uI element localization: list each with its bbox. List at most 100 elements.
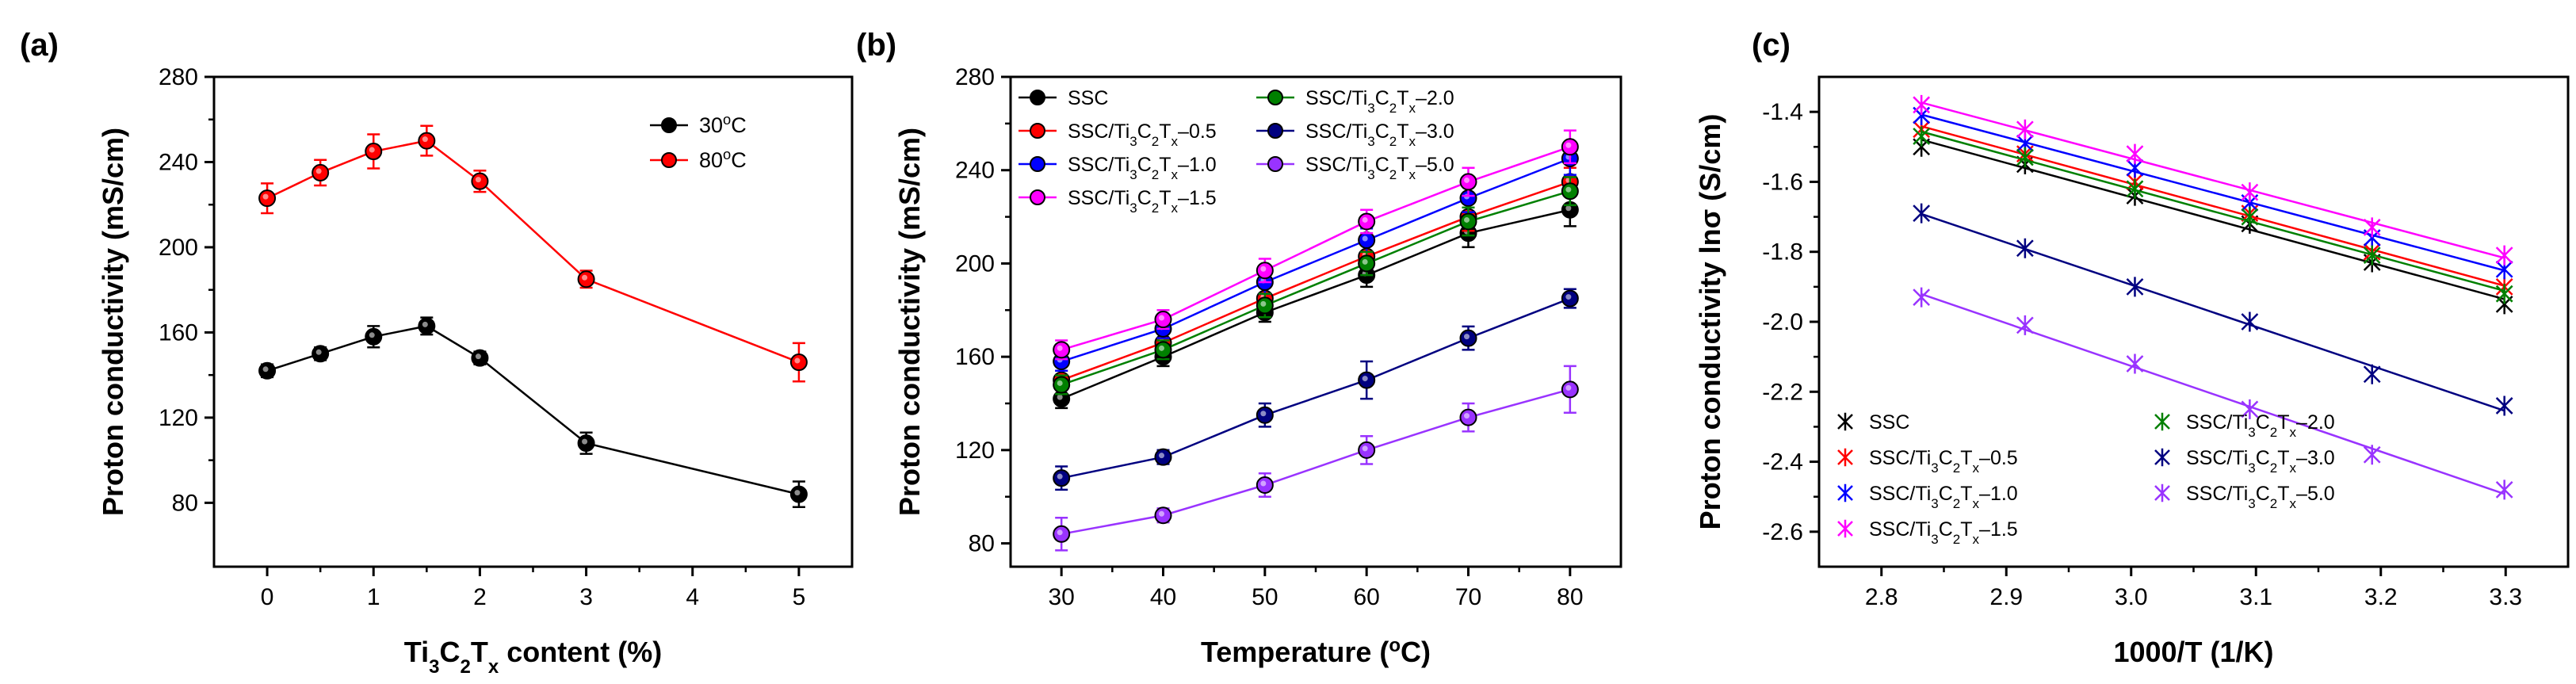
fit-line (1921, 130, 2505, 292)
data-point (2016, 119, 2034, 139)
legend-marker (1030, 90, 1045, 105)
panel-label: (b) (856, 28, 896, 63)
legend-marker (1030, 123, 1045, 139)
marker-highlight (1159, 345, 1164, 351)
plot-frame (212, 75, 854, 568)
data-point (1913, 94, 1931, 115)
series-ssc-ti3c2tx-5-0 (1053, 365, 1579, 552)
legend-label: SSC/Ti3C2Tx–5.0 (1305, 154, 1454, 182)
panel-label: (c) (1752, 28, 1791, 63)
legend-label: SSC/Ti3C2Tx–3.0 (2186, 447, 2335, 476)
x-tick-label: 4 (686, 584, 699, 610)
y-tick-label: -1.8 (1762, 239, 1803, 266)
legend-label: SSC/Ti3C2Tx–0.5 (1068, 120, 1217, 149)
marker-highlight (1159, 315, 1164, 321)
y-tick-label: -2.2 (1762, 379, 1803, 405)
marker-highlight (1464, 334, 1470, 340)
legend-label: 30oC (699, 111, 747, 138)
x-axis-title: 1000/T (1/K) (2113, 636, 2273, 668)
legend-label: SSC/Ti3C2Tx–2.0 (1305, 87, 1454, 116)
legend-label: SSC/Ti3C2Tx–0.5 (1869, 447, 2018, 476)
legend-label: SSC (1869, 411, 1909, 434)
y-axis-title: Proton conductivity (mS/cm) (893, 128, 926, 516)
marker-highlight (1565, 186, 1572, 193)
y-tick-label: -1.6 (1762, 169, 1803, 195)
marker-highlight (1565, 205, 1572, 212)
series-ssc-ti3c2tx-3-0 (1053, 288, 1579, 491)
legend-label: SSC/Ti3C2Tx–1.0 (1068, 154, 1217, 182)
legend-item: 80oC (650, 146, 747, 173)
series-ssc-ti3c2tx-1-0 (1913, 105, 2513, 280)
data-point (2126, 277, 2144, 297)
series-ssc (1913, 136, 2513, 315)
legend-marker (1030, 189, 1045, 205)
marker-highlight (1260, 480, 1267, 487)
y-tick-label: 240 (955, 158, 995, 184)
legend-marker (1267, 90, 1283, 105)
data-point (2495, 395, 2513, 416)
series-80-c (258, 124, 808, 383)
data-point (2363, 445, 2381, 465)
data-point (2241, 311, 2259, 332)
data-point (2241, 207, 2259, 227)
series-ssc-ti3c2tx-2-0 (1913, 126, 2513, 304)
data-point (2495, 245, 2513, 266)
legend-item: SSC/Ti3C2Tx–1.0 (1837, 483, 2018, 511)
y-tick-label: -2.6 (1762, 519, 1803, 545)
legend: 30oC 80oC (650, 111, 747, 173)
marker-highlight (1362, 235, 1368, 242)
plot-frame (1009, 75, 1622, 568)
legend-marker (2154, 483, 2170, 502)
legend-item: SSC (1837, 411, 1909, 434)
data-point (2016, 238, 2034, 258)
x-tick-label: 3 (579, 584, 593, 610)
legend-marker (1837, 448, 1853, 467)
data-point (2241, 399, 2259, 419)
series-line (1061, 190, 1571, 386)
marker-highlight (1159, 453, 1164, 459)
marker-highlight (1260, 411, 1267, 417)
legend-marker (661, 152, 677, 168)
data-point (2495, 284, 2513, 304)
marker-highlight (1057, 473, 1063, 480)
legend-marker (2154, 412, 2170, 431)
legend-marker (661, 117, 677, 133)
marker-highlight (1565, 142, 1572, 148)
fit-line (1921, 101, 2505, 259)
data-point (2495, 480, 2513, 500)
series-line (1061, 181, 1571, 381)
legend-item: SSC/Ti3C2Tx–2.0 (2154, 411, 2335, 440)
marker-highlight (315, 349, 322, 355)
marker-highlight (1159, 510, 1164, 517)
x-tick-label: 70 (1455, 584, 1481, 610)
legend-item: SSC/Ti3C2Tx–1.5 (1837, 518, 2018, 547)
marker-highlight (422, 136, 428, 143)
fit-line (1921, 125, 2505, 287)
chart-panel-1: (a) 0 1 2 3 4 5 80 120 160 200 240 280 Ti3C2Tx conten… (20, 28, 854, 678)
marker-highlight (1464, 177, 1470, 183)
data-point (2241, 182, 2259, 203)
fit-line (1921, 113, 2505, 272)
x-tick-label: 50 (1252, 584, 1278, 610)
x-tick-label: 3.3 (2489, 584, 2522, 610)
x-tick-label: 5 (793, 584, 806, 610)
y-tick-label: 120 (955, 438, 995, 464)
marker-highlight (475, 353, 481, 360)
x-tick-label: 2 (473, 584, 487, 610)
marker-highlight (582, 274, 588, 281)
panel-label: (a) (20, 28, 59, 63)
series-line (1061, 146, 1571, 351)
y-tick-label: 240 (159, 149, 198, 175)
chart-panel-3: (c) 2.8 2.9 3.0 3.1 3.2 3.3 -2.6 -2.4 -2.2 -2.0 -1.… (1694, 28, 2570, 668)
legend-marker (1267, 123, 1283, 139)
series-ssc-ti3c2tx-1-5 (1053, 129, 1579, 361)
marker-highlight (1057, 380, 1063, 386)
y-tick-label: 200 (955, 250, 995, 277)
data-point (2363, 245, 2381, 266)
y-tick-label: -1.4 (1762, 99, 1803, 125)
legend-label: 80oC (699, 146, 747, 173)
marker-highlight (1260, 300, 1267, 307)
legend-item: SSC/Ti3C2Tx–2.0 (1256, 87, 1454, 116)
y-tick-label: 80 (172, 490, 198, 516)
y-tick-label: 160 (159, 319, 198, 346)
